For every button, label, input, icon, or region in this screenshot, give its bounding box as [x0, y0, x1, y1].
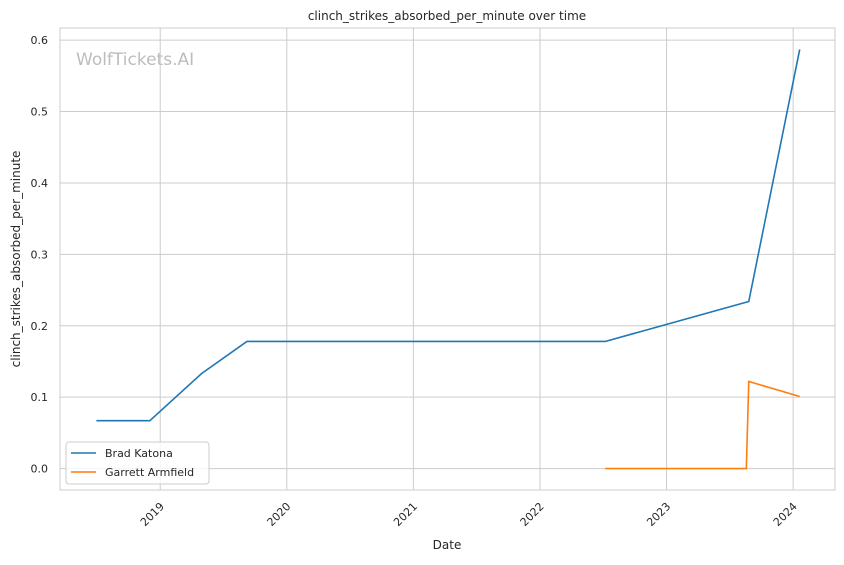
legend: Brad Katona Garrett Armfield [66, 442, 209, 484]
y-tick-label: 0.2 [31, 320, 49, 333]
x-tick-label: 2024 [771, 500, 800, 529]
legend-label-garrett-armfield: Garrett Armfield [105, 466, 194, 479]
series-line-brad-katona [96, 49, 799, 420]
y-tick-label: 0.4 [31, 177, 49, 190]
plot-frame [60, 28, 835, 490]
legend-label-brad-katona: Brad Katona [105, 447, 173, 460]
x-tick-label: 2023 [644, 500, 673, 529]
y-tick-label: 0.3 [31, 248, 49, 261]
x-tick-labels: 2019 2020 2021 2022 2023 2024 [138, 500, 800, 529]
y-tick-label: 0.5 [31, 106, 49, 119]
y-axis-label: clinch_strikes_absorbed_per_minute [9, 151, 23, 368]
y-tick-label: 0.6 [31, 34, 49, 47]
y-tick-labels: 0.0 0.1 0.2 0.3 0.4 0.5 0.6 [31, 34, 49, 475]
x-tick-label: 2019 [138, 500, 167, 529]
x-tick-label: 2020 [265, 500, 294, 529]
grid [60, 28, 835, 490]
x-tick-label: 2022 [518, 500, 547, 529]
y-tick-label: 0.0 [31, 463, 49, 476]
series-lines [96, 49, 799, 468]
y-tick-label: 0.1 [31, 391, 49, 404]
chart-title: clinch_strikes_absorbed_per_minute over … [308, 9, 586, 23]
series-line-garrett-armfield [605, 381, 800, 468]
x-axis-label: Date [433, 538, 462, 552]
x-tick-label: 2021 [391, 500, 420, 529]
watermark: WolfTickets.AI [76, 50, 194, 70]
